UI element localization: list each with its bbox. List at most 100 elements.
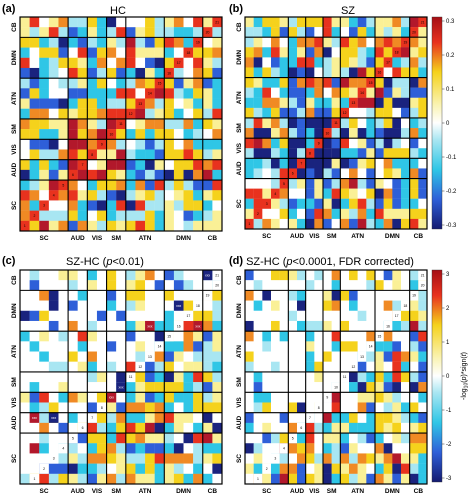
heatmap-cell — [409, 77, 419, 88]
heatmap-cell — [409, 188, 419, 199]
heatmap-cell — [77, 57, 88, 69]
heatmap-cell — [288, 371, 298, 383]
heatmap-cell — [29, 433, 40, 444]
colorbar-tick-label: -0.2 — [446, 189, 457, 195]
heatmap-cell — [418, 300, 428, 311]
heatmap-cell — [173, 159, 184, 171]
heatmap-cell — [262, 67, 272, 78]
heatmap-cell — [20, 57, 30, 69]
heatmap-cell — [183, 300, 194, 311]
heatmap-cell — [305, 382, 315, 393]
heatmap-cell — [212, 300, 223, 311]
heatmap-cell — [173, 98, 184, 109]
heatmap-cell — [271, 17, 280, 28]
heatmap-cell — [116, 47, 126, 58]
number-cell-bg — [271, 453, 280, 464]
heatmap-cell — [29, 402, 40, 413]
heatmap-cell — [183, 371, 194, 383]
heatmap-cell — [135, 320, 146, 332]
heatmap-cell — [357, 453, 367, 464]
heatmap-cell — [164, 98, 175, 109]
heatmap-cell — [135, 78, 146, 89]
heatmap-cell — [106, 129, 117, 140]
heatmap-cell — [409, 453, 419, 464]
heatmap-cell — [357, 443, 367, 454]
heatmap-cell — [279, 57, 289, 68]
heatmap-cell — [48, 392, 59, 403]
heatmap-cell — [375, 473, 384, 485]
heatmap-cell — [183, 118, 194, 130]
heatmap-cell — [297, 178, 306, 189]
heatmap-cell — [77, 392, 88, 403]
heatmap-cell — [87, 443, 98, 454]
heatmap-cell — [164, 402, 175, 413]
heatmap-cell — [383, 47, 393, 58]
heatmap-cell — [125, 190, 136, 201]
heatmap-cell — [48, 473, 59, 485]
heatmap-cell — [96, 27, 107, 38]
heatmap-cell — [58, 463, 69, 474]
heatmap-cell — [183, 149, 194, 160]
diagonal-rank-label: 10 — [109, 132, 113, 136]
heatmap-cell — [331, 17, 341, 28]
heatmap-cell — [271, 382, 280, 393]
heatmap-cell — [349, 128, 358, 139]
heatmap-cell — [20, 310, 30, 322]
heatmap-cell — [135, 371, 146, 383]
heatmap-cell — [212, 37, 223, 48]
heatmap-cell — [87, 320, 98, 332]
heatmap-cell — [125, 88, 136, 99]
diagonal-rank-label: 16 — [167, 71, 171, 75]
heatmap-cell — [357, 310, 367, 322]
heatmap-cell — [48, 180, 59, 191]
heatmap-cell — [106, 37, 117, 48]
heatmap-cell — [145, 17, 155, 28]
heatmap-cell — [349, 433, 358, 444]
heatmap-cell — [323, 158, 332, 169]
heatmap-cell — [87, 129, 98, 140]
panel-d-title: SZ-HC (p<0.0001, FDR corrected) — [246, 256, 414, 268]
heatmap-cell — [279, 208, 289, 220]
heatmap-cell — [288, 341, 298, 352]
heatmap-cell — [383, 412, 393, 424]
heatmap-cell — [349, 67, 358, 78]
heatmap-cell — [154, 351, 165, 362]
heatmap-cell — [288, 290, 298, 301]
heatmap-cell — [58, 98, 69, 109]
heatmap-cell — [409, 168, 419, 179]
heatmap-cell — [357, 47, 367, 58]
heatmap-cell — [279, 117, 289, 129]
panel-c-label: (c) — [2, 255, 16, 267]
heatmap-cell — [383, 27, 393, 38]
heatmap-cell — [357, 463, 367, 474]
heatmap-cell — [279, 371, 289, 383]
heatmap-cell — [116, 402, 126, 413]
heatmap-cell — [375, 148, 384, 159]
heatmap-cell — [305, 198, 315, 209]
heatmap-cell — [135, 453, 146, 464]
heatmap-cell — [245, 97, 254, 109]
heatmap-cell — [58, 220, 69, 232]
heatmap-cell — [48, 382, 59, 393]
heatmap-cell — [253, 422, 263, 434]
heatmap-cell — [323, 351, 332, 362]
heatmap-cell — [116, 180, 126, 191]
heatmap-cell — [366, 412, 376, 424]
heatmap-cell — [271, 158, 280, 169]
heatmap-cell — [323, 27, 332, 38]
heatmap-cell — [245, 57, 254, 68]
heatmap-cell — [314, 77, 324, 88]
heatmap-cell — [271, 422, 280, 434]
heatmap-cell — [305, 128, 315, 139]
heatmap-cell — [401, 361, 410, 373]
heatmap-cell — [183, 402, 194, 413]
diagonal-rank-label: 20 — [412, 30, 416, 34]
diagonal-rank-label: 11 — [334, 121, 338, 125]
heatmap-cell — [87, 331, 98, 342]
heatmap-cell — [314, 422, 324, 434]
heatmap-cell — [271, 270, 280, 281]
heatmap-cell — [340, 310, 350, 322]
heatmap-cell — [392, 168, 402, 179]
heatmap-cell — [314, 290, 324, 301]
heatmap-cell — [323, 168, 332, 179]
